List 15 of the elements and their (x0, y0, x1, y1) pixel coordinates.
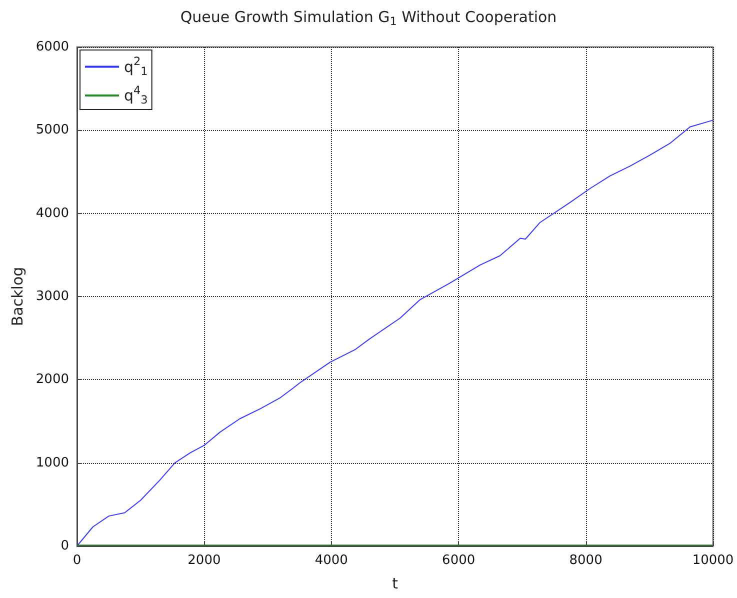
x-tick-label: 2000 (188, 553, 221, 568)
x-tick-label: 4000 (314, 553, 348, 568)
y-tick-label: 0 (60, 538, 69, 554)
y-tick-label: 5000 (36, 122, 69, 138)
y-tick-label: 3000 (36, 289, 69, 304)
y-tick-label: 4000 (36, 206, 69, 221)
y-tick-label: 2000 (36, 372, 69, 388)
x-tick-label: 10000 (692, 553, 734, 568)
x-tick-label: 6000 (442, 553, 476, 568)
x-tick-label: 8000 (569, 553, 602, 568)
y-tick-label: 6000 (36, 40, 69, 54)
y-axis-title: Backlog (8, 266, 26, 326)
y-tick-label: 1000 (36, 455, 69, 470)
x-tick-label: 0 (72, 553, 82, 568)
x-axis-title: t (392, 574, 398, 592)
